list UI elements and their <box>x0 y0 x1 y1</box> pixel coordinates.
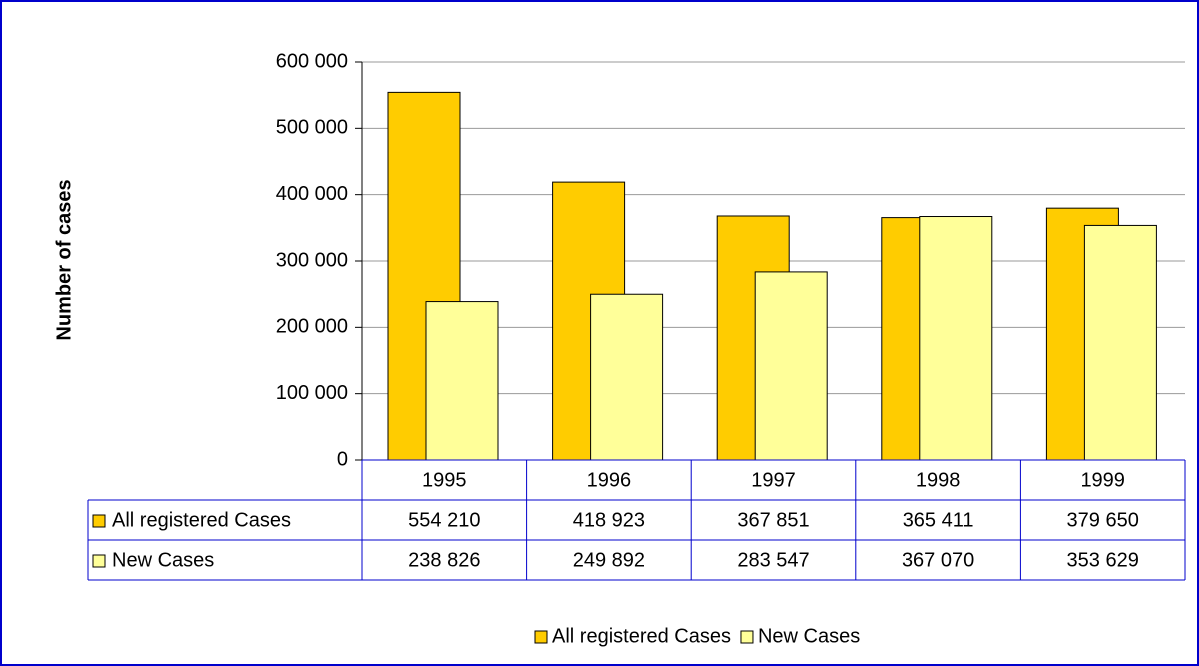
table-cell: 418 923 <box>573 509 645 531</box>
bar <box>425 301 499 461</box>
table-legend-key <box>92 514 106 528</box>
x-tick-label: 1995 <box>422 469 467 491</box>
legend-key <box>740 630 754 644</box>
x-tick-label: 1999 <box>1080 469 1125 491</box>
table-cell: 249 892 <box>573 549 645 571</box>
table-cell: 283 547 <box>737 549 809 571</box>
x-tick-label: 1997 <box>751 469 796 491</box>
bar <box>1083 224 1157 461</box>
y-axis-title: Number of cases <box>53 179 75 340</box>
table-row-label: New Cases <box>112 549 214 571</box>
legend-key <box>534 630 548 644</box>
bar <box>590 293 664 461</box>
x-tick-label: 1998 <box>916 469 961 491</box>
bar <box>919 216 993 461</box>
y-tick-label: 500 000 <box>276 117 348 139</box>
table-row-label: All registered Cases <box>112 509 291 531</box>
y-tick-label: 300 000 <box>276 249 348 271</box>
y-tick-label: 400 000 <box>276 183 348 205</box>
y-tick-label: 200 000 <box>276 316 348 338</box>
table-cell: 367 851 <box>737 509 809 531</box>
table-cell: 365 411 <box>903 509 974 531</box>
y-tick-label: 100 000 <box>276 382 348 404</box>
y-tick-label: 600 000 <box>276 50 348 72</box>
table-cell: 554 210 <box>408 509 480 531</box>
legend-label: All registered Cases <box>552 625 731 647</box>
x-tick-label: 1996 <box>587 469 632 491</box>
table-legend-key <box>92 554 106 568</box>
y-tick-label: 0 <box>337 448 348 470</box>
bar <box>754 271 828 461</box>
table-cell: 367 070 <box>902 549 974 571</box>
table-cell: 379 650 <box>1067 509 1139 531</box>
table-cell: 353 629 <box>1067 549 1139 571</box>
table-cell: 238 826 <box>408 549 480 571</box>
legend-label: New Cases <box>758 625 860 647</box>
